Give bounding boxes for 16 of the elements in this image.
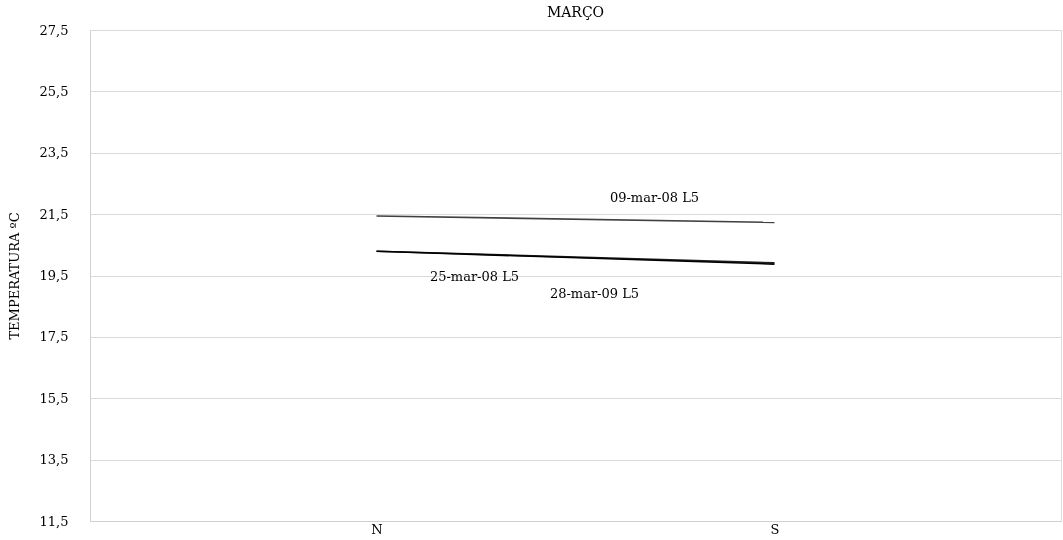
y-tick-label: 13,5 [39, 452, 69, 468]
x-tick-label: N [371, 521, 383, 537]
y-tick-label: 17,5 [39, 329, 69, 345]
chart-title: MARÇO [546, 4, 605, 20]
y-tick-label: 11,5 [39, 513, 69, 529]
y-tick-label: 23,5 [39, 145, 69, 161]
y-tick-label: 27,5 [39, 22, 69, 38]
y-axis-title: TEMPERATURA ºC [6, 212, 22, 340]
series-label: 25-mar-08 L5 [429, 268, 520, 284]
y-tick-label: 19,5 [39, 268, 69, 283]
x-tick-label: S [770, 521, 780, 537]
y-tick-label: 21,5 [39, 206, 69, 222]
series-label: 09-mar-08 L5 [609, 190, 700, 206]
y-tick-label: 25,5 [39, 83, 69, 99]
y-tick-label: 15,5 [39, 390, 69, 406]
text: 28-mar-09 L5 [549, 286, 640, 302]
